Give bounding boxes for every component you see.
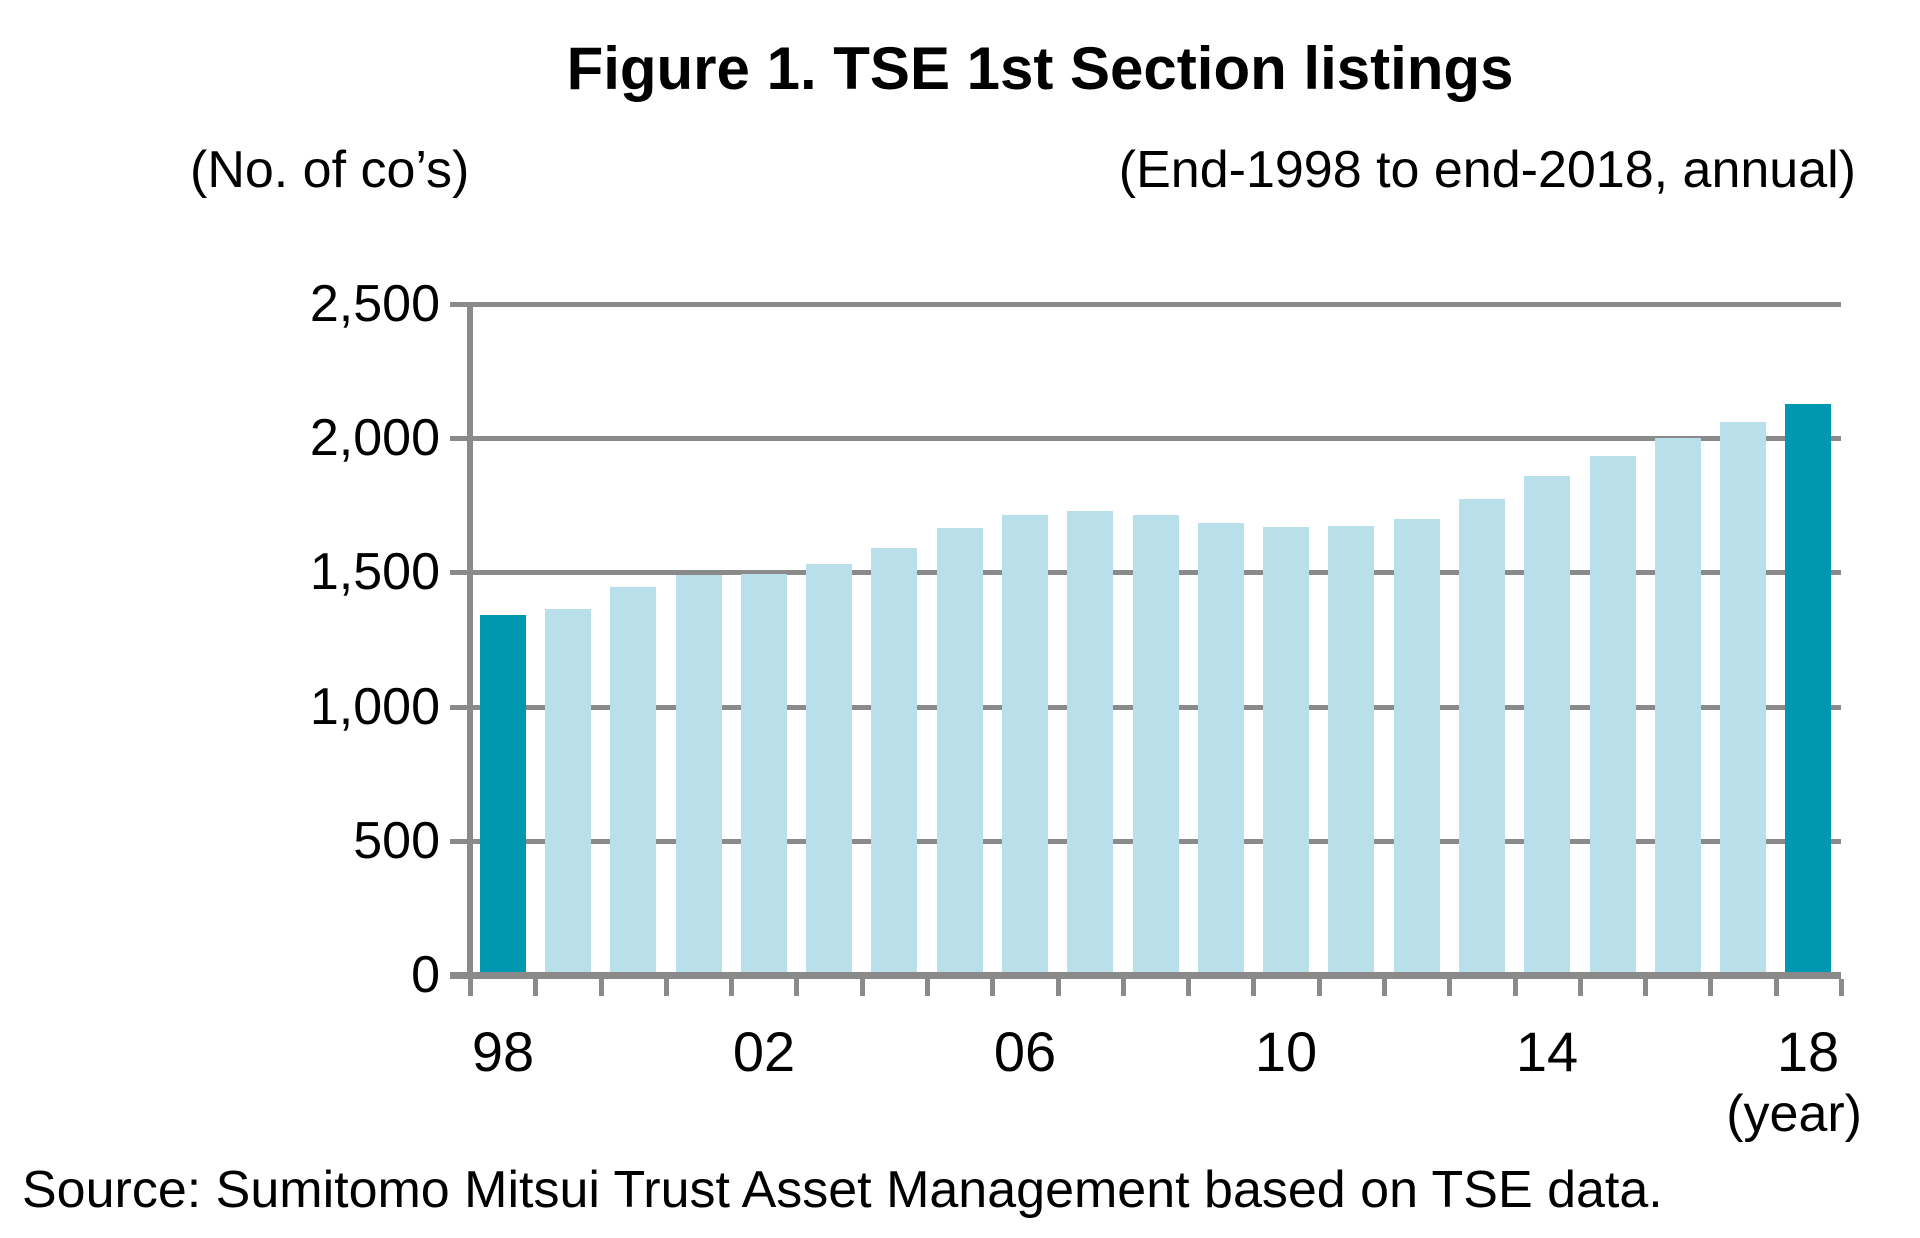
x-tick-0 xyxy=(468,979,473,996)
bar-10 xyxy=(1263,527,1309,972)
bar-15 xyxy=(1590,456,1636,972)
bar-07 xyxy=(1067,511,1113,972)
x-tick-19 xyxy=(1708,979,1713,996)
bar-02 xyxy=(741,574,787,972)
source-note: Source: Sumitomo Mitsui Trust Asset Mana… xyxy=(22,1161,1663,1219)
bar-05 xyxy=(937,528,983,972)
bar-11 xyxy=(1328,526,1374,972)
bar-18 xyxy=(1785,404,1831,972)
y-axis-label-500: 500 xyxy=(353,812,440,870)
bar-99 xyxy=(545,609,591,972)
y-axis-label-1500: 1,500 xyxy=(309,543,440,601)
x-tick-18 xyxy=(1643,979,1648,996)
y-tick-2000 xyxy=(450,436,470,441)
x-tick-9 xyxy=(1056,979,1061,996)
y-axis-line xyxy=(467,302,473,979)
period-label: (End-1998 to end-2018, annual) xyxy=(1118,141,1856,199)
x-tick-21 xyxy=(1839,979,1844,996)
plot-area xyxy=(470,302,1841,972)
gridline-2000 xyxy=(470,436,1841,441)
x-tick-2 xyxy=(599,979,604,996)
x-tick-17 xyxy=(1578,979,1583,996)
x-tick-3 xyxy=(664,979,669,996)
y-axis-label-1000: 1,000 xyxy=(309,678,440,736)
y-axis-label-2500: 2,500 xyxy=(309,275,440,333)
x-tick-5 xyxy=(794,979,799,996)
x-axis-label-14: 14 xyxy=(1515,1020,1579,1083)
bar-04 xyxy=(871,548,917,972)
x-tick-12 xyxy=(1251,979,1256,996)
chart-title: Figure 1. TSE 1st Section listings xyxy=(566,35,1514,102)
bar-16 xyxy=(1655,438,1701,972)
bar-08 xyxy=(1133,515,1179,972)
bar-09 xyxy=(1198,523,1244,972)
x-tick-20 xyxy=(1774,979,1779,996)
gridline-2500 xyxy=(470,302,1841,307)
y-tick-1500 xyxy=(450,570,470,575)
x-tick-10 xyxy=(1121,979,1126,996)
x-tick-1 xyxy=(533,979,538,996)
x-axis-label-06: 06 xyxy=(993,1020,1057,1083)
y-axis-unit-label: (No. of co’s) xyxy=(190,141,470,199)
x-tick-13 xyxy=(1317,979,1322,996)
x-axis-label-02: 02 xyxy=(732,1020,796,1083)
bar-06 xyxy=(1002,515,1048,972)
bar-14 xyxy=(1524,476,1570,972)
bar-03 xyxy=(806,564,852,972)
bar-12 xyxy=(1394,519,1440,972)
y-axis-label-2000: 2,000 xyxy=(309,409,440,467)
y-tick-500 xyxy=(450,839,470,844)
x-axis-label-98: 98 xyxy=(471,1020,535,1083)
bar-98 xyxy=(480,615,526,972)
x-tick-11 xyxy=(1186,979,1191,996)
x-tick-15 xyxy=(1447,979,1452,996)
x-tick-7 xyxy=(925,979,930,996)
bar-17 xyxy=(1720,422,1766,972)
x-tick-14 xyxy=(1382,979,1387,996)
y-axis-label-0: 0 xyxy=(411,946,440,1004)
x-axis-label-10: 10 xyxy=(1254,1020,1318,1083)
x-axis-unit-label: (year) xyxy=(1726,1085,1862,1143)
x-tick-6 xyxy=(860,979,865,996)
x-tick-16 xyxy=(1513,979,1518,996)
y-tick-1000 xyxy=(450,705,470,710)
bar-01 xyxy=(676,575,722,972)
y-tick-2500 xyxy=(450,302,470,307)
bar-13 xyxy=(1459,499,1505,972)
bar-00 xyxy=(610,587,656,972)
x-tick-4 xyxy=(729,979,734,996)
x-axis-label-18: 18 xyxy=(1776,1020,1840,1083)
x-axis-line xyxy=(450,972,1841,979)
x-tick-8 xyxy=(990,979,995,996)
